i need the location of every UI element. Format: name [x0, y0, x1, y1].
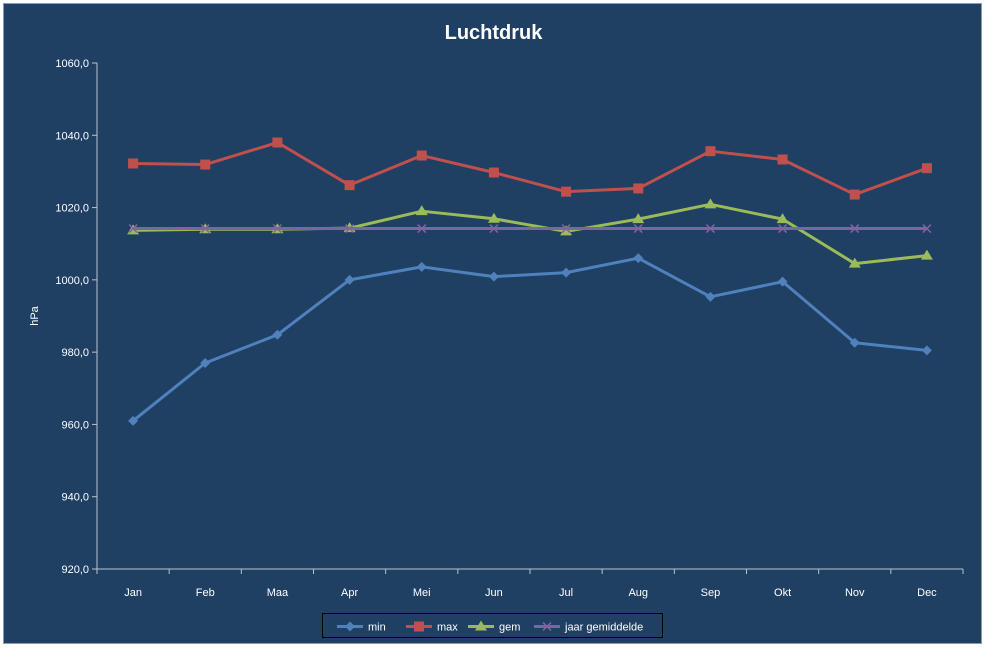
data-point — [415, 205, 428, 216]
x-tick-label: Dec — [917, 587, 937, 599]
x-tick-label: Jun — [485, 587, 503, 599]
y-tick-label: 1000,0 — [55, 275, 89, 287]
data-point — [417, 224, 427, 234]
chart-title: Luchtdruk — [444, 22, 543, 44]
data-point — [705, 224, 715, 234]
y-axis-label: hPa — [29, 305, 41, 325]
legend-label: jaar gemiddelde — [564, 622, 643, 634]
data-point — [776, 213, 789, 224]
data-point — [921, 163, 932, 174]
data-point — [850, 224, 860, 234]
data-point — [272, 329, 283, 340]
data-point — [272, 137, 283, 148]
data-point — [128, 158, 139, 169]
data-point — [849, 337, 860, 348]
data-point — [200, 224, 210, 234]
legend-entry: gem — [468, 620, 520, 634]
data-point — [922, 224, 932, 234]
legend: min max gem jaar gemiddelde — [322, 613, 663, 638]
legend-marker — [414, 621, 424, 632]
data-point — [488, 167, 499, 178]
data-point — [777, 154, 788, 165]
data-point — [633, 183, 644, 194]
data-point — [488, 271, 499, 282]
data-point — [561, 267, 572, 278]
data-point — [344, 274, 355, 285]
data-point — [561, 224, 571, 234]
chart-plot: 920,0 940,0 960,0 980,0 1000,0 1020,0 1040,0 10… — [29, 58, 964, 599]
x-tick-label: Feb — [196, 587, 215, 599]
data-point — [848, 257, 861, 268]
data-point — [487, 212, 500, 223]
x-tick-label: Jan — [124, 587, 142, 599]
y-tick-label: 980,0 — [61, 347, 89, 359]
x-tick-label: Aug — [628, 587, 648, 599]
data-point — [345, 224, 355, 234]
legend-entry: min — [337, 621, 386, 634]
data-point — [128, 415, 139, 426]
legend-label: min — [368, 622, 386, 634]
data-point — [920, 249, 933, 260]
series-jaar-gemiddelde — [128, 224, 932, 234]
legend-label: max — [437, 622, 458, 634]
y-tick-label: 940,0 — [61, 492, 89, 504]
series-layer — [127, 137, 933, 426]
chart-area: Luchtdruk 920,0 940,0 960,0 980,0 1000,0 1020… — [3, 3, 982, 644]
axes: 920,0 940,0 960,0 980,0 1000,0 1020,0 1040,0 10… — [29, 58, 964, 599]
legend-marker — [542, 621, 552, 632]
series-line — [133, 202, 928, 266]
legend-entry: max — [406, 621, 458, 634]
legend-entry: jaar gemiddelde — [534, 622, 643, 634]
data-point — [849, 189, 860, 200]
y-tick-label: 960,0 — [61, 419, 89, 431]
y-tick-label: 1040,0 — [55, 130, 89, 142]
data-point — [561, 186, 572, 197]
y-tick-label: 1020,0 — [55, 203, 89, 215]
data-point — [344, 180, 355, 191]
series-line — [132, 256, 928, 422]
series-max — [128, 137, 932, 200]
data-point — [272, 224, 282, 234]
y-tick-label: 1060,0 — [55, 58, 89, 70]
data-point — [128, 224, 138, 234]
data-point — [489, 224, 499, 234]
data-point — [200, 159, 211, 170]
data-point — [633, 224, 643, 234]
data-point — [705, 146, 716, 157]
data-point — [633, 253, 644, 264]
data-point — [416, 150, 427, 161]
series-gem — [127, 198, 933, 268]
legend-marker — [475, 620, 487, 631]
data-point — [777, 276, 788, 287]
data-point — [632, 213, 645, 224]
y-tick-label: 920,0 — [61, 564, 89, 576]
data-point — [921, 345, 932, 356]
data-point — [778, 224, 788, 234]
x-tick-label: Maa — [267, 587, 289, 599]
legend-label: gem — [499, 622, 520, 634]
series-line — [133, 141, 928, 197]
x-tick-label: Sep — [701, 587, 721, 599]
x-tick-label: Okt — [774, 587, 791, 599]
series-min — [128, 253, 932, 426]
data-point — [705, 291, 716, 302]
x-tick-label: Nov — [845, 587, 865, 599]
x-tick-label: Mei — [413, 587, 431, 599]
x-tick-label: Apr — [341, 587, 358, 599]
data-point — [560, 225, 573, 236]
data-point — [200, 357, 211, 368]
legend-marker — [345, 621, 355, 632]
data-point — [416, 261, 427, 272]
data-point — [704, 198, 717, 209]
x-tick-label: Jul — [559, 587, 573, 599]
